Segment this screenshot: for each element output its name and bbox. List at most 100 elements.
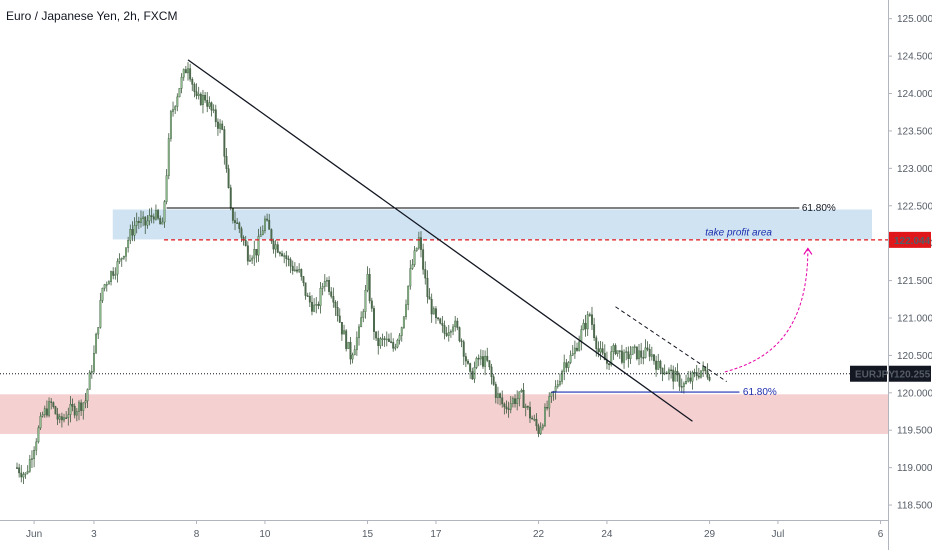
candle-body — [300, 269, 303, 277]
candle-body — [396, 339, 399, 348]
y-tick-label: 123.500 — [897, 126, 932, 137]
take-profit-value: 122.044 — [894, 236, 931, 247]
candle-body — [229, 187, 232, 209]
candle-body — [343, 330, 345, 335]
candle-body — [646, 347, 649, 350]
candle-body — [43, 408, 46, 415]
candle-body — [347, 341, 350, 349]
last-price-value: 120.255 — [894, 370, 931, 381]
candle-body — [533, 418, 536, 421]
candle-body — [439, 318, 442, 324]
candle-body — [261, 230, 264, 235]
candle-body — [648, 349, 651, 357]
candle-body — [304, 282, 307, 296]
candle-body — [458, 327, 461, 342]
candle-body — [456, 320, 459, 328]
candle-body — [75, 411, 78, 416]
x-tick-label: 29 — [704, 529, 716, 540]
candle-body — [471, 371, 474, 380]
fib-lower-label: 61.80% — [743, 387, 777, 398]
candle-body — [82, 402, 85, 411]
candle-body — [379, 338, 382, 346]
candle-body — [520, 389, 523, 392]
candle-body — [362, 311, 365, 318]
candle-body — [321, 286, 324, 289]
candle-body — [105, 284, 108, 286]
candle-body — [454, 320, 457, 328]
candle-body — [541, 425, 544, 429]
candle-body — [84, 400, 87, 404]
candle-body — [259, 234, 262, 237]
candle-body — [257, 236, 260, 256]
candle-body — [693, 372, 696, 374]
candle-body — [633, 346, 636, 348]
x-tick-label: 22 — [533, 529, 545, 540]
candle-body — [58, 416, 61, 420]
candle-body — [308, 296, 311, 303]
candle-body — [561, 371, 564, 382]
candle-body — [539, 427, 542, 434]
candle-body — [687, 377, 690, 382]
candle-body — [494, 384, 497, 398]
candle-body — [415, 247, 418, 251]
candle-body — [268, 220, 271, 230]
candle-body — [586, 314, 589, 330]
candle-body — [37, 427, 40, 443]
candle-body — [653, 354, 655, 362]
candle-body — [127, 240, 130, 248]
candle-body — [411, 264, 414, 269]
candle-body — [88, 372, 91, 390]
candle-body — [195, 91, 198, 96]
candle-body — [154, 210, 157, 220]
candle-body — [565, 362, 568, 368]
candle-body — [31, 458, 33, 460]
candle-body — [689, 377, 692, 382]
candle-body — [178, 88, 181, 98]
candle-body — [319, 288, 322, 306]
candle-body — [73, 406, 76, 416]
y-tick-label: 119.500 — [897, 426, 932, 437]
y-tick-label: 119.000 — [897, 463, 932, 474]
candle-body — [90, 371, 93, 373]
candle-body — [129, 229, 132, 241]
candle-body — [110, 271, 112, 282]
candle-body — [516, 398, 519, 404]
candle-body — [131, 229, 134, 236]
candle-body — [588, 314, 591, 316]
candle-body — [67, 414, 70, 419]
candle-body — [445, 333, 448, 336]
candle-body — [285, 255, 288, 259]
candle-body — [631, 346, 634, 355]
y-tick-label: 121.000 — [897, 313, 932, 324]
candles-layer — [16, 62, 711, 485]
candle-body — [678, 374, 681, 387]
candle-body — [199, 93, 202, 105]
candle-body — [103, 284, 106, 289]
candle-body — [264, 218, 266, 231]
candle-body — [24, 472, 27, 475]
candle-body — [614, 345, 617, 354]
chart-title: Euro / Japanese Yen, 2h, FXCM — [6, 9, 178, 23]
candle-body — [349, 341, 352, 360]
candle-body — [486, 355, 489, 361]
candle-body — [509, 403, 512, 410]
candle-body — [338, 315, 341, 323]
candle-body — [63, 417, 65, 421]
candle-body — [95, 333, 98, 354]
candle-body — [18, 467, 21, 474]
candle-body — [39, 415, 42, 429]
candle-body — [206, 100, 209, 107]
candle-body — [20, 472, 23, 478]
candle-body — [231, 207, 234, 221]
candle-body — [212, 109, 215, 111]
candle-body — [650, 354, 653, 357]
candle-body — [26, 470, 29, 474]
candle-body — [467, 360, 469, 364]
candle-body — [152, 216, 155, 220]
candle-body — [144, 216, 147, 226]
candle-body — [550, 392, 553, 397]
candle-body — [65, 417, 68, 419]
candle-body — [60, 416, 63, 421]
